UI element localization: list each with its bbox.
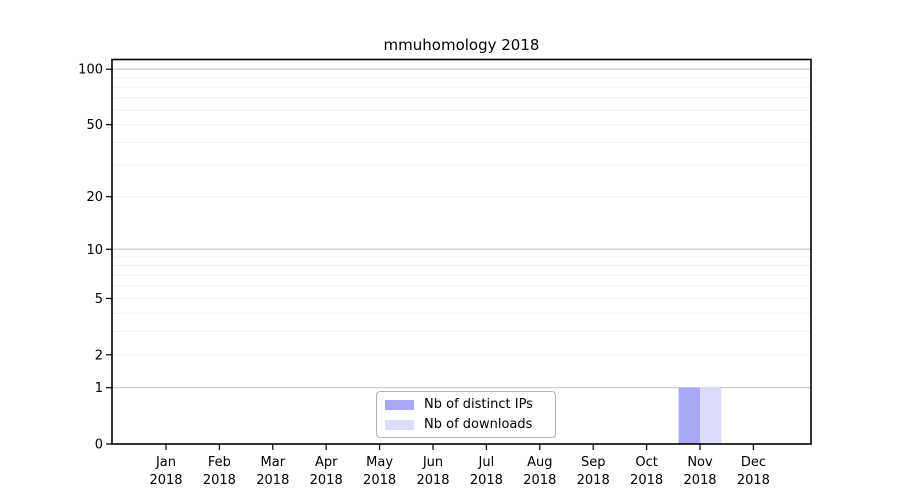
legend-swatch-downloads [385,419,414,430]
plot-border [111,58,812,445]
bar-downloads-nov [700,387,722,444]
x-tick-label-year: 2018 [737,473,770,488]
x-tick-label-year: 2018 [470,473,503,488]
y-tick-label: 10 [86,243,103,258]
bar-distinct-ips-nov [678,387,700,444]
y-tick-label: 50 [86,118,103,133]
x-tick-label-month: Mar [261,455,286,470]
legend-label-distinct-ips: Nb of distinct IPs [424,397,533,412]
y-tick-label: 0 [95,438,103,453]
x-tick-label-year: 2018 [363,473,396,488]
y-tick-label: 100 [78,63,103,78]
legend-item-downloads: Nb of downloads [385,416,555,433]
x-tick-label-year: 2018 [203,473,236,488]
x-tick-label-year: 2018 [256,473,289,488]
x-tick-label-year: 2018 [683,473,716,488]
x-tick-label-month: Jun [422,455,443,470]
x-tick-label-month: Aug [527,455,552,470]
x-tick-label-year: 2018 [149,473,182,488]
x-tick-label-month: Apr [315,455,338,470]
y-tick-label: 1 [95,381,103,396]
x-tick-label-year: 2018 [630,473,663,488]
x-tick-label-month: Jan [155,455,176,470]
legend: Nb of distinct IPs Nb of downloads [376,391,556,438]
x-tick-label-month: Sep [581,455,606,470]
x-tick-label-year: 2018 [577,473,610,488]
x-tick-label-month: May [366,455,393,470]
legend-label-downloads: Nb of downloads [424,417,533,432]
x-tick-label-year: 2018 [416,473,449,488]
x-tick-label-month: Oct [635,455,657,470]
chart-title: mmuhomology 2018 [383,36,540,54]
legend-swatch-distinct-ips [385,399,414,410]
x-tick-label-month: Feb [208,455,231,470]
x-tick-label-month: Dec [741,455,766,470]
x-tick-label-month: Jul [478,455,495,470]
x-tick-label-month: Nov [687,455,713,470]
y-tick-label: 5 [95,292,103,307]
y-tick-label: 20 [86,190,103,205]
legend-item-distinct-ips: Nb of distinct IPs [385,396,555,413]
x-tick-label-year: 2018 [523,473,556,488]
x-tick-label-year: 2018 [310,473,343,488]
y-tick-label: 2 [95,348,103,363]
